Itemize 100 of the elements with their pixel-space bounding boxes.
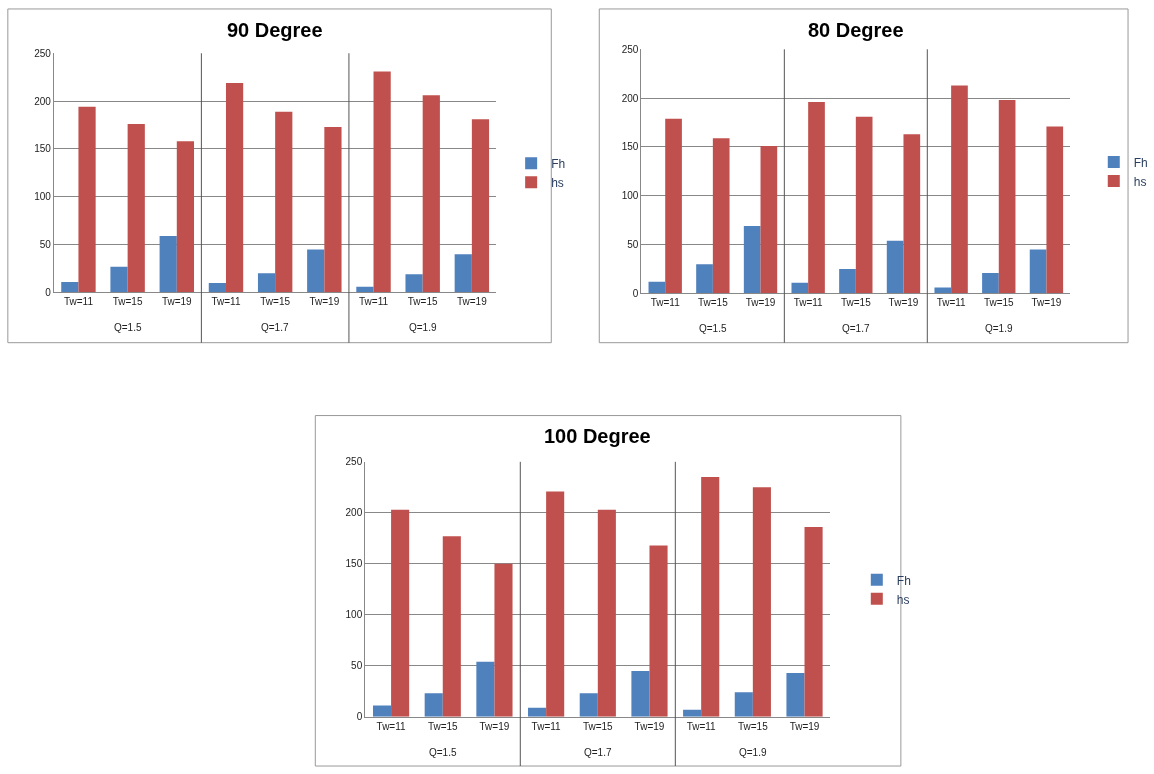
bar: [127, 124, 145, 293]
bar: [760, 146, 778, 294]
legend-label: Fh: [896, 573, 911, 588]
bar: [786, 672, 805, 717]
y-tick-label: 250: [34, 47, 52, 59]
bar: [208, 282, 226, 293]
y-tick-label: 200: [345, 507, 363, 519]
bar: [159, 236, 177, 293]
x-tick-label: Tw=15: [983, 297, 1015, 309]
x-tick-label: Tw=19: [634, 720, 665, 732]
y-tick-label: 50: [627, 239, 639, 251]
bar: [804, 527, 823, 717]
bar: [631, 670, 650, 717]
x-tick-label: Tw=15: [260, 296, 291, 308]
bar: [734, 692, 753, 717]
x-tick-label: Tw=15: [427, 720, 459, 732]
text: Q=1.5: [429, 747, 457, 758]
text: Q=1.9: [739, 747, 767, 758]
x-tick-label: Tw=19: [888, 297, 919, 309]
x-tick-label: Tw=15: [737, 720, 769, 732]
legend-label: hs: [1133, 174, 1147, 189]
bar: [597, 509, 616, 717]
x-tick-label: Tw=15: [697, 297, 729, 309]
bar: [855, 116, 873, 294]
x-tick-label: Tw=11: [376, 720, 407, 732]
bar: [951, 85, 968, 294]
y-tick-label: 0: [632, 287, 639, 299]
bar: [579, 693, 598, 717]
bar: [454, 254, 472, 293]
legend-label: hs: [551, 176, 564, 191]
bar: [839, 269, 856, 294]
bar: [808, 102, 825, 294]
x-tick-label: Tw=19: [456, 296, 488, 308]
y-tick-label: 250: [345, 456, 363, 468]
x-tick-label: Tw=11: [686, 720, 717, 732]
bar: [257, 273, 276, 293]
x-tick-label: Tw=19: [745, 297, 776, 309]
bar: [225, 82, 244, 293]
bar: [752, 487, 771, 717]
bar: [791, 282, 809, 294]
bar: [373, 71, 391, 293]
text: Q=1.5: [114, 322, 142, 333]
x-tick-label: Tw=11: [650, 297, 681, 309]
y-tick-label: 250: [621, 43, 639, 55]
legend-label: hs: [896, 592, 910, 607]
x-tick-label: Tw=19: [161, 296, 193, 308]
y-tick-label: 50: [351, 660, 363, 672]
x-tick-label: Tw=15: [582, 720, 614, 732]
bar: [982, 272, 999, 294]
y-tick-label: 100: [345, 609, 363, 621]
y-tick-label: 0: [45, 286, 52, 298]
text: Q=1.7: [842, 323, 870, 334]
bar: [442, 536, 461, 717]
legend-label: Fh: [551, 157, 566, 172]
text: Q=1.9: [409, 322, 437, 333]
chart-title: 100 Degree: [544, 425, 651, 447]
bar: [78, 106, 96, 293]
y-tick-label: 150: [621, 141, 639, 153]
bar: [471, 119, 490, 293]
bar: [546, 491, 565, 717]
x-tick-label: Tw=11: [531, 720, 562, 732]
y-tick-label: 100: [34, 191, 52, 203]
bar: [1046, 126, 1064, 294]
bar: [743, 226, 761, 294]
x-tick-label: Tw=15: [840, 297, 872, 309]
bar: [886, 240, 904, 294]
bar: [701, 477, 720, 717]
x-tick-label: Tw=11: [793, 297, 824, 309]
y-tick-label: 50: [39, 239, 52, 251]
x-tick-label: Tw=11: [211, 296, 241, 308]
bar: [712, 138, 730, 294]
bar: [494, 563, 513, 717]
x-tick-label: Tw=11: [936, 297, 967, 309]
bar: [275, 111, 293, 293]
x-tick-label: Tw=11: [359, 296, 389, 308]
x-tick-label: Tw=15: [112, 296, 143, 308]
bar: [665, 118, 682, 294]
y-tick-label: 100: [621, 190, 639, 202]
bar: [391, 509, 410, 717]
bar: [903, 134, 921, 294]
bar: [649, 545, 668, 717]
x-tick-label: Tw=19: [789, 720, 820, 732]
bar: [307, 249, 325, 293]
bar: [324, 126, 342, 293]
x-tick-label: Tw=19: [309, 296, 340, 308]
bar: [61, 281, 79, 293]
y-tick-label: 150: [345, 558, 363, 570]
bar: [1029, 249, 1047, 294]
x-tick-label: Tw=19: [1031, 297, 1062, 309]
text: Q=1.5: [699, 323, 727, 334]
bar: [998, 100, 1016, 294]
text: Q=1.9: [985, 323, 1013, 334]
bar: [110, 266, 128, 293]
y-tick-label: 0: [356, 711, 363, 723]
x-tick-label: Tw=11: [63, 296, 94, 308]
text: Q=1.7: [261, 322, 289, 333]
bar: [476, 661, 495, 717]
text: Q=1.7: [584, 747, 612, 758]
bar: [696, 264, 713, 294]
bar: [356, 286, 374, 293]
